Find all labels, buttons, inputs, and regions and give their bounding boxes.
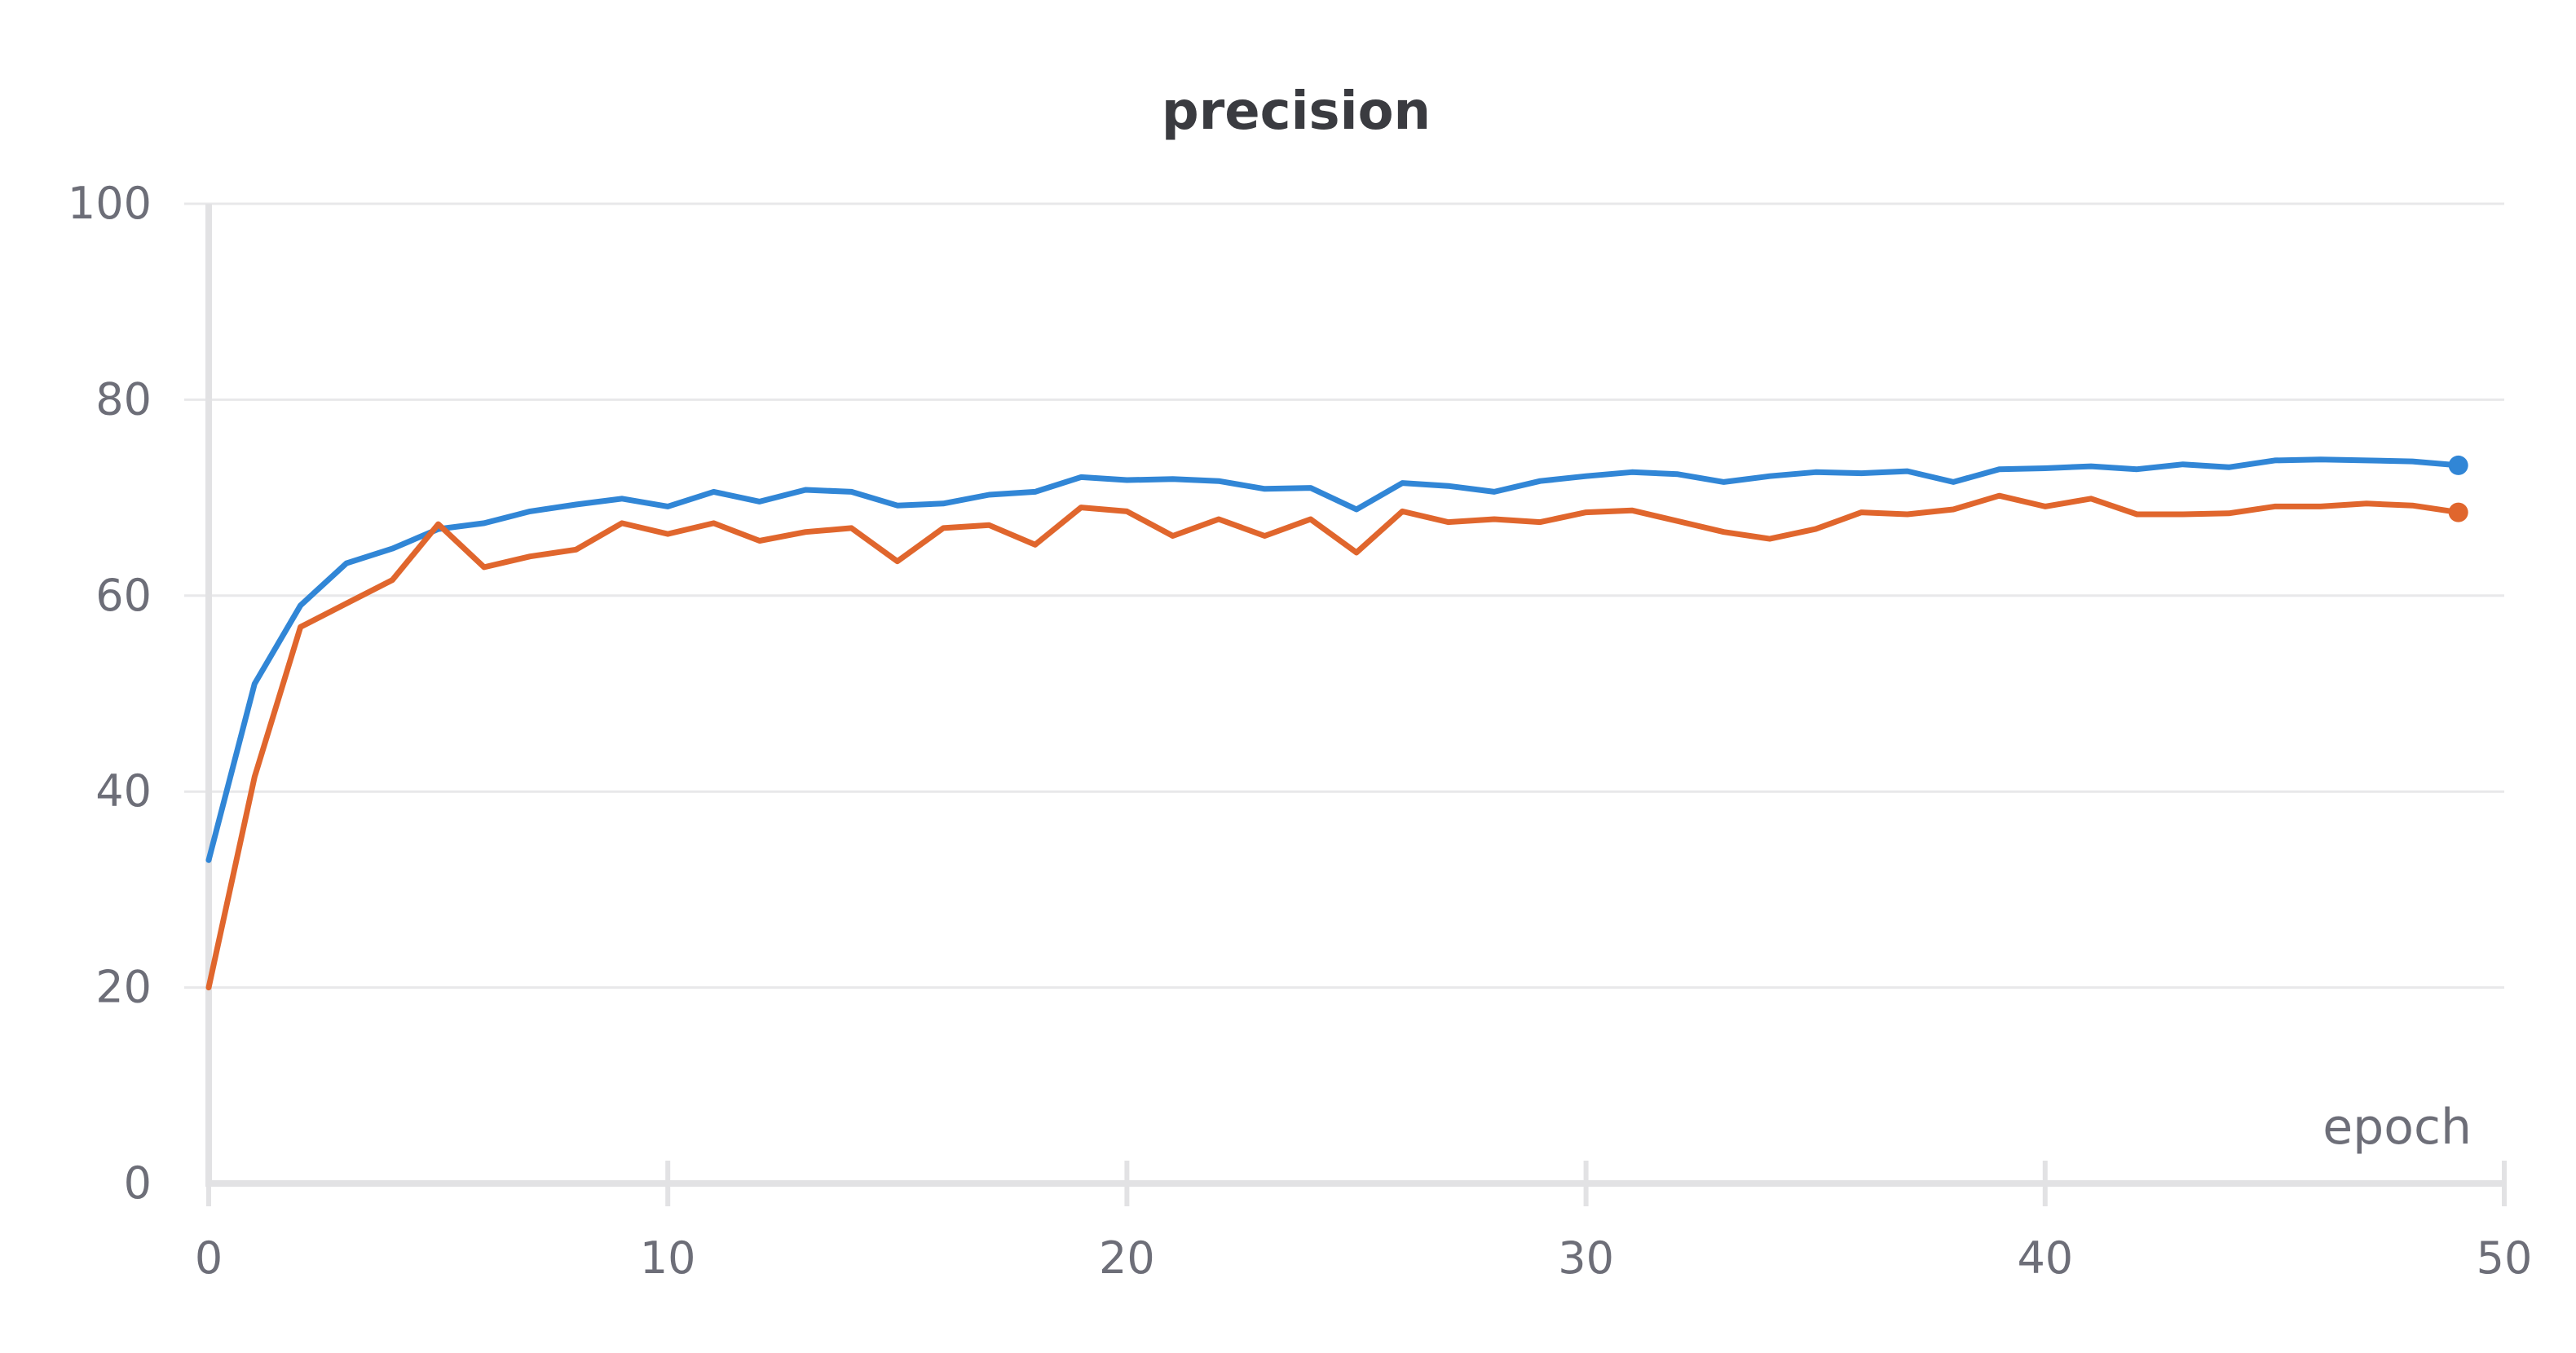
x-tick-label-10: 10 bbox=[640, 1232, 696, 1284]
y-tick-label-40: 40 bbox=[95, 765, 152, 817]
y-axis-ticks: 0 20 40 60 80 100 bbox=[68, 178, 152, 1209]
y-tick-label-60: 60 bbox=[95, 570, 152, 621]
series-end-point-2 bbox=[2448, 502, 2468, 522]
y-tick-label-100: 100 bbox=[68, 178, 152, 229]
x-tick-label-0: 0 bbox=[195, 1232, 223, 1284]
gridlines bbox=[184, 202, 2504, 989]
x-tick-label-20: 20 bbox=[1099, 1232, 1155, 1284]
series-group bbox=[205, 455, 2468, 991]
series-line-1 bbox=[205, 456, 2462, 863]
series-line-2 bbox=[205, 492, 2462, 991]
x-tick-label-50: 50 bbox=[2477, 1232, 2533, 1284]
axes bbox=[205, 204, 2504, 1187]
x-tick-label-40: 40 bbox=[2017, 1232, 2073, 1284]
x-tick-label-30: 30 bbox=[1558, 1232, 1614, 1284]
x-axis-label: epoch bbox=[2322, 1099, 2472, 1156]
y-tick-label-20: 20 bbox=[95, 962, 152, 1013]
y-tick-label-80: 80 bbox=[95, 373, 152, 425]
chart-title: precision bbox=[1162, 82, 1431, 142]
series-end-point-1 bbox=[2448, 455, 2468, 475]
x-axis-ticks: 0 10 20 30 40 50 bbox=[195, 1161, 2533, 1284]
y-tick-label-0: 0 bbox=[124, 1157, 152, 1209]
